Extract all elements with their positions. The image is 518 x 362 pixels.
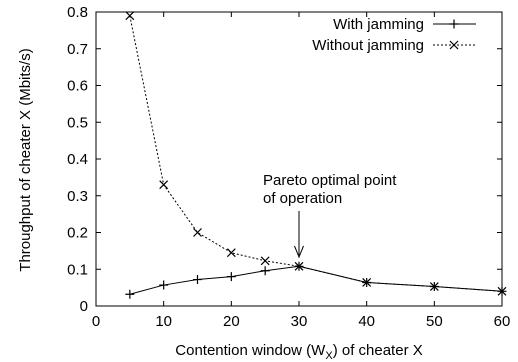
x-tick-label-2: 20	[223, 313, 240, 330]
y-tick-label-6: 0.6	[67, 78, 88, 95]
series-layer	[125, 11, 507, 299]
x-tick-label-0: 0	[92, 313, 100, 330]
legend-marker-without-jamming	[449, 40, 459, 50]
y-tick-label-1: 0.1	[67, 261, 88, 278]
pareto-annotation: Pareto optimal point of operation	[263, 172, 397, 259]
y-tick-label-4: 0.4	[67, 151, 88, 168]
point-without-jamming-6	[362, 278, 372, 287]
y-tick-label-3: 0.3	[67, 188, 88, 205]
annotation-arrow-head	[294, 245, 304, 259]
x-tick-label-3: 30	[291, 313, 308, 330]
point-with-jamming-3	[226, 272, 236, 282]
annotation-line-1: Pareto optimal point	[263, 172, 397, 189]
x-tick-label-5: 50	[426, 313, 443, 330]
x-tick-label-1: 10	[155, 313, 172, 330]
y-tick-label-5: 0.5	[67, 114, 88, 131]
point-without-jamming-2	[193, 228, 202, 237]
y-tick-label-2: 0.2	[67, 225, 88, 242]
point-without-jamming-5	[294, 261, 304, 271]
y-tick-label-8: 0.8	[67, 4, 88, 21]
axis-ticks: 0 10 20 30 40 50 60 0 0.1 0.2 0.3 0.4 0.5 0.6 0.7 0.8	[67, 4, 510, 330]
y-tick-label-7: 0.7	[67, 41, 88, 58]
point-without-jamming-0	[125, 11, 135, 21]
point-without-jamming-4	[260, 256, 270, 266]
point-without-jamming-7	[429, 282, 439, 291]
legend-label-with-jamming: With jamming	[333, 16, 424, 33]
legend-marker-with-jamming	[449, 19, 459, 29]
point-with-jamming-1	[159, 280, 169, 290]
annotation-line-2: of operation	[263, 190, 342, 207]
point-without-jamming-3	[226, 248, 236, 258]
point-with-jamming-2	[193, 275, 202, 285]
y-tick-label-0: 0	[80, 298, 88, 315]
point-with-jamming-0	[125, 289, 135, 299]
y-axis-title: Throughput of cheater X (Mbits/s)	[17, 48, 34, 271]
legend-label-without-jamming: Without jamming	[312, 37, 424, 54]
x-tick-label-6: 60	[494, 313, 511, 330]
x-axis-title: Contention window (WX) of cheater X	[175, 342, 422, 362]
point-without-jamming-8	[497, 286, 507, 296]
point-without-jamming-1	[159, 180, 169, 190]
legend: With jamming Without jamming	[312, 16, 476, 54]
point-with-jamming-4	[260, 266, 270, 276]
x-tick-label-4: 40	[358, 313, 375, 330]
series-line-without-jamming	[129, 15, 503, 292]
